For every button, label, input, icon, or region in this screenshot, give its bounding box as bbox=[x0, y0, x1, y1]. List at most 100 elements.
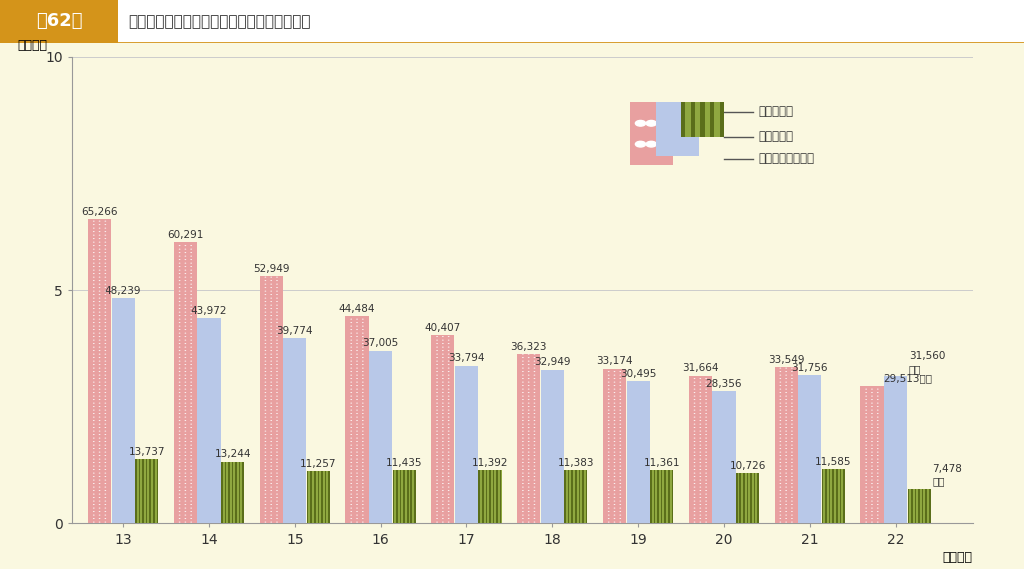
Bar bbox=[713, 391, 735, 523]
Circle shape bbox=[613, 374, 615, 376]
Circle shape bbox=[361, 357, 364, 358]
Circle shape bbox=[706, 483, 707, 484]
Circle shape bbox=[706, 504, 707, 505]
Circle shape bbox=[871, 434, 872, 435]
Circle shape bbox=[104, 280, 106, 281]
Circle shape bbox=[442, 465, 443, 467]
Circle shape bbox=[620, 483, 622, 484]
Circle shape bbox=[98, 234, 100, 236]
Circle shape bbox=[356, 329, 358, 330]
Bar bbox=[746, 473, 749, 523]
Circle shape bbox=[436, 462, 438, 463]
Circle shape bbox=[522, 395, 523, 397]
Circle shape bbox=[270, 277, 272, 278]
Circle shape bbox=[93, 420, 94, 421]
Circle shape bbox=[270, 438, 272, 439]
Circle shape bbox=[871, 469, 872, 470]
Circle shape bbox=[865, 389, 867, 390]
Circle shape bbox=[534, 434, 536, 435]
Circle shape bbox=[447, 340, 450, 341]
Circle shape bbox=[190, 245, 193, 246]
Bar bbox=[329, 471, 330, 523]
Circle shape bbox=[706, 490, 707, 491]
Circle shape bbox=[350, 329, 352, 330]
Circle shape bbox=[447, 459, 450, 460]
Circle shape bbox=[522, 455, 523, 456]
Text: 第62図: 第62図 bbox=[36, 13, 82, 30]
Bar bbox=[157, 459, 158, 523]
Circle shape bbox=[104, 301, 106, 302]
Circle shape bbox=[190, 378, 193, 379]
Circle shape bbox=[779, 511, 781, 512]
Circle shape bbox=[361, 385, 364, 386]
Circle shape bbox=[104, 497, 106, 498]
Bar bbox=[884, 376, 907, 523]
Circle shape bbox=[276, 444, 278, 446]
Circle shape bbox=[264, 368, 266, 369]
Circle shape bbox=[270, 340, 272, 341]
Circle shape bbox=[442, 434, 443, 435]
Circle shape bbox=[436, 448, 438, 449]
Circle shape bbox=[93, 514, 94, 516]
Circle shape bbox=[270, 514, 272, 516]
Circle shape bbox=[792, 455, 793, 456]
Circle shape bbox=[608, 438, 609, 439]
Circle shape bbox=[93, 455, 94, 456]
Circle shape bbox=[190, 518, 193, 519]
Circle shape bbox=[98, 410, 100, 411]
Circle shape bbox=[693, 395, 695, 397]
Circle shape bbox=[276, 406, 278, 407]
Circle shape bbox=[442, 518, 443, 519]
Circle shape bbox=[276, 325, 278, 327]
Circle shape bbox=[350, 374, 352, 376]
Circle shape bbox=[527, 508, 529, 509]
Circle shape bbox=[522, 483, 523, 484]
Circle shape bbox=[442, 343, 443, 344]
Bar bbox=[736, 473, 737, 523]
Circle shape bbox=[527, 444, 529, 446]
Bar bbox=[689, 376, 712, 523]
Circle shape bbox=[93, 347, 94, 348]
Circle shape bbox=[693, 486, 695, 488]
Circle shape bbox=[613, 406, 615, 407]
Circle shape bbox=[527, 514, 529, 516]
Circle shape bbox=[527, 399, 529, 400]
Circle shape bbox=[620, 462, 622, 463]
Circle shape bbox=[877, 483, 879, 484]
Circle shape bbox=[447, 378, 450, 379]
Circle shape bbox=[270, 357, 272, 358]
Circle shape bbox=[104, 462, 106, 463]
Bar bbox=[411, 470, 412, 523]
Circle shape bbox=[98, 434, 100, 435]
Circle shape bbox=[276, 350, 278, 351]
Circle shape bbox=[527, 368, 529, 369]
Circle shape bbox=[877, 413, 879, 414]
Circle shape bbox=[184, 462, 186, 463]
Circle shape bbox=[264, 483, 266, 484]
Circle shape bbox=[179, 294, 180, 295]
Circle shape bbox=[865, 406, 867, 407]
Circle shape bbox=[350, 465, 352, 467]
Circle shape bbox=[93, 266, 94, 267]
Circle shape bbox=[865, 399, 867, 400]
Circle shape bbox=[264, 490, 266, 491]
Circle shape bbox=[184, 298, 186, 299]
Circle shape bbox=[361, 441, 364, 442]
Circle shape bbox=[534, 427, 536, 428]
Circle shape bbox=[779, 455, 781, 456]
Circle shape bbox=[93, 490, 94, 491]
Circle shape bbox=[779, 459, 781, 460]
Circle shape bbox=[447, 441, 450, 442]
Circle shape bbox=[361, 319, 364, 320]
Circle shape bbox=[276, 294, 278, 295]
Circle shape bbox=[436, 371, 438, 372]
Circle shape bbox=[356, 417, 358, 418]
Circle shape bbox=[620, 378, 622, 379]
Circle shape bbox=[779, 420, 781, 421]
Circle shape bbox=[276, 480, 278, 481]
Circle shape bbox=[179, 504, 180, 505]
Circle shape bbox=[104, 277, 106, 278]
Circle shape bbox=[98, 266, 100, 267]
Circle shape bbox=[534, 357, 536, 358]
Circle shape bbox=[93, 518, 94, 519]
